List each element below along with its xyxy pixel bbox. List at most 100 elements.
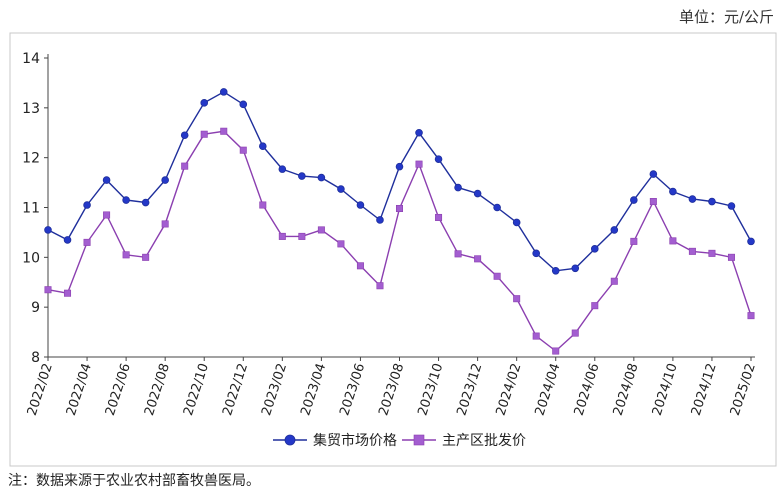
data-point xyxy=(103,211,111,219)
data-point xyxy=(317,173,326,182)
x-tick-label: 2024/10 xyxy=(650,362,681,418)
data-point xyxy=(435,213,443,221)
data-point xyxy=(376,282,384,290)
y-tick-label: 13 xyxy=(22,101,40,117)
legend-item-1: 集贸市场价格 xyxy=(273,432,397,449)
data-point xyxy=(551,266,560,275)
x-tick-label: 2023/08 xyxy=(376,362,407,418)
x-tick-label: 2024/12 xyxy=(689,362,720,418)
data-point xyxy=(63,236,72,244)
data-point xyxy=(454,183,462,192)
data-point xyxy=(142,253,150,261)
data-point xyxy=(571,264,580,273)
data-point xyxy=(610,277,618,285)
data-point xyxy=(356,262,364,270)
x-tick-label: 2023/10 xyxy=(415,362,446,418)
y-tick-label: 9 xyxy=(31,300,40,316)
x-tick-label: 2024/04 xyxy=(533,362,564,418)
data-point xyxy=(747,237,755,246)
data-point xyxy=(708,197,716,206)
x-tick-label: 2023/06 xyxy=(337,362,368,418)
data-point xyxy=(259,142,267,151)
data-point xyxy=(727,202,736,210)
data-point xyxy=(395,162,404,171)
data-point xyxy=(200,130,208,138)
data-point xyxy=(122,196,130,204)
series-1 xyxy=(44,88,755,275)
data-point xyxy=(473,189,482,198)
data-point xyxy=(278,232,286,240)
data-point xyxy=(239,100,248,109)
data-point xyxy=(44,226,52,234)
data-point xyxy=(590,245,599,253)
legend-label: 集贸市场价格 xyxy=(313,432,397,449)
x-tick-label: 2023/12 xyxy=(454,362,485,418)
x-tick-label: 2024/08 xyxy=(611,362,642,418)
unit-label: 单位：元/公斤 xyxy=(678,8,774,26)
data-point xyxy=(337,240,345,248)
data-point xyxy=(610,226,619,234)
data-point xyxy=(83,238,91,246)
data-point xyxy=(649,170,658,178)
x-tick-label: 2024/02 xyxy=(494,362,525,418)
x-tick-label: 2023/04 xyxy=(298,362,329,418)
data-point xyxy=(64,289,72,297)
data-point xyxy=(219,88,228,96)
data-point xyxy=(630,196,638,204)
y-tick-label: 12 xyxy=(22,151,40,167)
footnote: 注：数据来源于农业农村部畜牧兽医局。 xyxy=(8,473,260,489)
legend: 集贸市场价格 主产区批发价 xyxy=(273,432,526,449)
data-point xyxy=(552,347,560,355)
data-point xyxy=(513,295,521,303)
data-point xyxy=(200,99,209,107)
x-tick-label: 2024/06 xyxy=(572,362,603,418)
x-tick-label: 2025/02 xyxy=(728,362,759,418)
data-point xyxy=(512,218,521,227)
data-point xyxy=(356,201,365,209)
data-point xyxy=(669,237,677,245)
data-point xyxy=(493,272,501,280)
y-tick-label: 8 xyxy=(31,350,40,366)
data-point xyxy=(708,249,716,257)
legend-marker xyxy=(413,434,425,446)
y-tick-label: 11 xyxy=(22,201,40,217)
data-point xyxy=(474,255,482,263)
data-point xyxy=(532,332,540,340)
data-point xyxy=(454,250,462,258)
x-tick-label: 2022/08 xyxy=(142,362,173,418)
legend-marker xyxy=(284,434,296,446)
data-point xyxy=(649,198,657,206)
data-point xyxy=(239,146,247,154)
x-tick-label: 2022/12 xyxy=(220,362,251,418)
x-tick-label: 2023/02 xyxy=(259,362,290,418)
data-point xyxy=(415,128,423,137)
x-tick-label: 2022/06 xyxy=(103,362,134,418)
data-point xyxy=(259,201,267,209)
legend-item-2: 主产区批发价 xyxy=(402,433,526,449)
data-point xyxy=(181,162,189,170)
data-point xyxy=(532,249,540,258)
data-point xyxy=(591,302,599,310)
data-point xyxy=(415,160,423,168)
data-point xyxy=(102,176,111,184)
data-point xyxy=(669,187,677,196)
data-point xyxy=(44,286,52,294)
x-tick-label: 2022/02 xyxy=(25,362,56,418)
x-tick-label: 2022/10 xyxy=(181,362,212,418)
data-point xyxy=(298,172,306,180)
data-point xyxy=(434,155,443,163)
data-point xyxy=(141,198,150,207)
data-point xyxy=(122,251,130,259)
legend-label: 主产区批发价 xyxy=(442,433,526,449)
y-tick-label: 14 xyxy=(22,51,40,67)
data-point xyxy=(317,226,325,234)
data-point xyxy=(298,232,306,240)
data-point xyxy=(688,195,697,203)
data-point xyxy=(727,253,735,261)
data-point xyxy=(180,131,189,140)
series-2 xyxy=(44,127,755,355)
data-point xyxy=(337,185,345,193)
data-point xyxy=(571,329,579,337)
data-point xyxy=(747,312,755,320)
